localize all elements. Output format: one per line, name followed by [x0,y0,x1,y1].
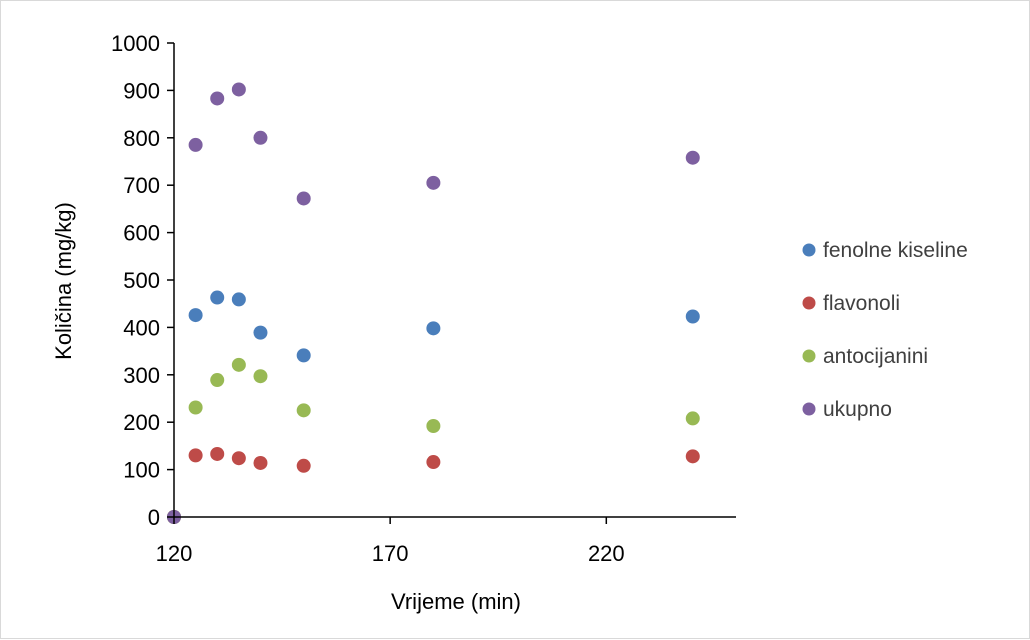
x-tick-label: 220 [588,541,625,566]
series-fenolne-kiseline [167,290,700,524]
legend-label: antocijanini [823,345,928,368]
data-point [231,357,246,372]
data-point [253,325,268,340]
y-tick-label: 0 [148,505,160,530]
legend-item: antocijanini [802,345,928,368]
legend-item: ukupno [802,398,892,421]
data-point [210,446,225,461]
data-point [426,321,441,336]
y-tick-label: 500 [123,268,160,293]
data-point [210,91,225,106]
data-point [253,130,268,145]
axes: 0 100 200 300 400 500 600 700 800 900 1000 120 170 22… [111,31,736,566]
data-point [685,411,700,426]
legend-item: fenolne kiseline [802,239,968,262]
legend-label: fenolne kiseline [823,239,968,262]
y-tick-label: 400 [123,315,160,340]
data-point [426,175,441,190]
y-tick-label: 800 [123,126,160,151]
data-point [685,449,700,464]
y-tick-label: 100 [123,458,160,483]
data-point [188,448,203,463]
series-antocijanini [167,357,700,524]
legend: fenolne kiseline flavonoli antocijanini uku… [802,239,968,421]
data-point [188,308,203,323]
x-tick-label: 170 [372,541,409,566]
y-tick-label: 900 [123,78,160,103]
y-tick-label: 1000 [111,31,160,56]
data-point [231,292,246,307]
legend-label: flavonoli [823,292,900,315]
data-point [231,82,246,97]
data-point [426,455,441,470]
data-point [253,455,268,470]
legend-marker [802,296,816,310]
data-point [426,418,441,433]
y-tick-label: 300 [123,363,160,388]
data-point [231,451,246,466]
data-point [210,290,225,305]
x-tick-label: 120 [156,541,193,566]
data-point [296,403,311,418]
legend-marker [802,243,816,257]
data-point [188,400,203,415]
data-point [210,373,225,388]
y-tick-label: 200 [123,410,160,435]
data-point [296,191,311,206]
data-point [685,309,700,324]
series-flavonoli [167,446,700,524]
data-point [296,348,311,363]
data-point [685,150,700,165]
plot-area [167,82,700,524]
data-point [253,369,268,384]
y-axis-title: Količina (mg/kg) [51,202,76,360]
data-point [296,458,311,473]
y-tick-label: 600 [123,221,160,246]
legend-label: ukupno [823,398,892,421]
x-axis-title: Vrijeme (min) [391,589,521,614]
legend-item: flavonoli [802,292,900,315]
data-point [188,137,203,152]
legend-marker [802,402,816,416]
legend-marker [802,349,816,363]
y-tick-label: 700 [123,173,160,198]
